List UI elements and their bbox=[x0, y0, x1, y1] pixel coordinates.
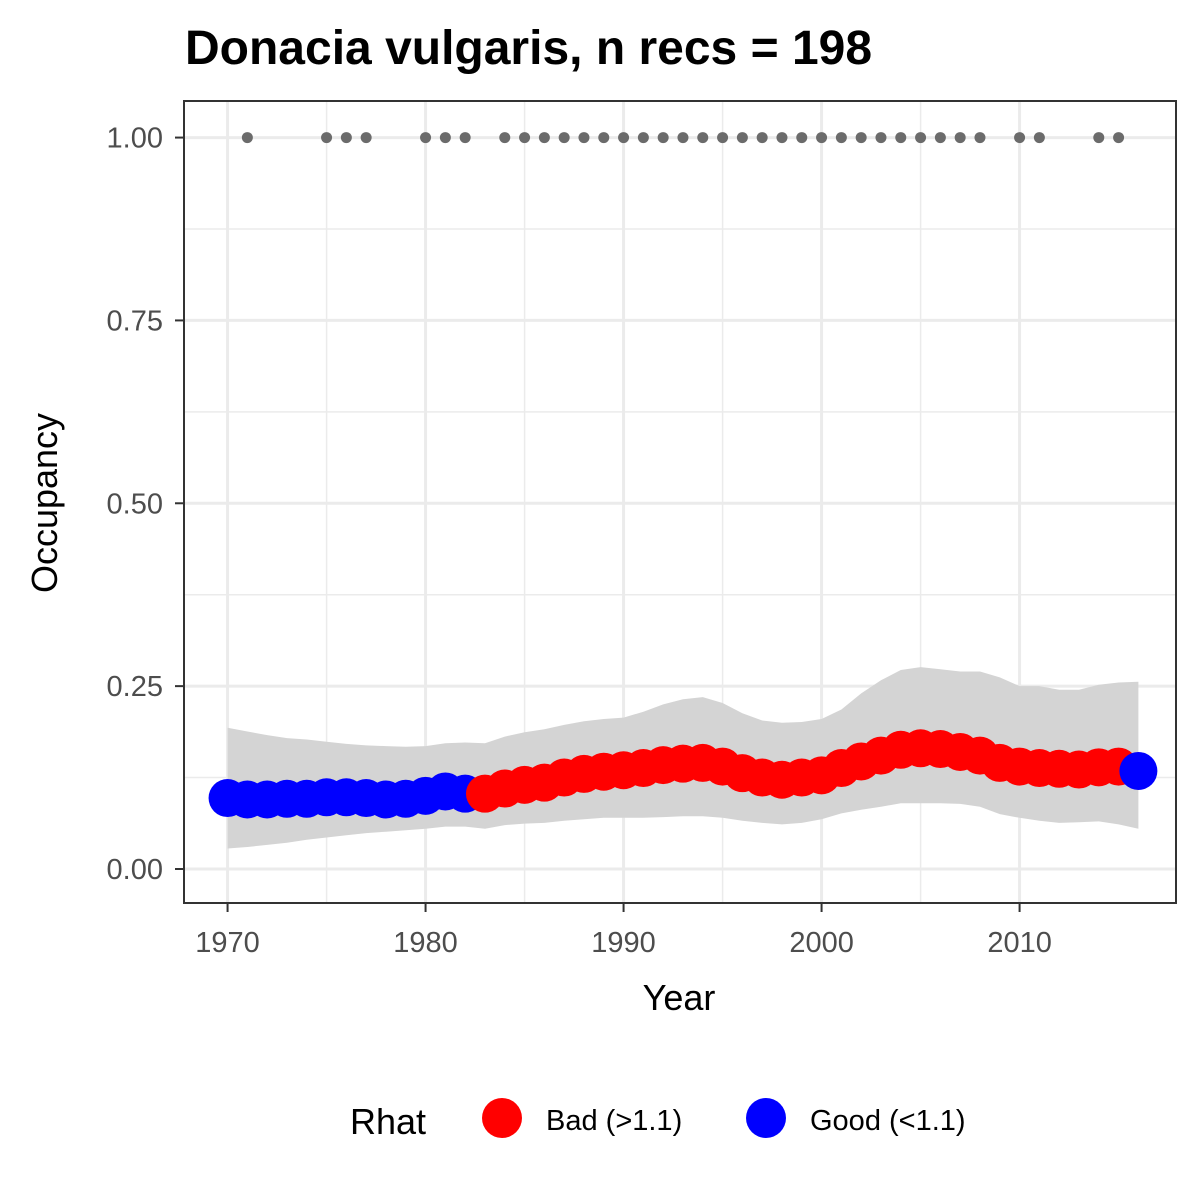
record-point bbox=[816, 132, 828, 144]
y-tick-label: 0.50 bbox=[107, 488, 163, 520]
record-point bbox=[1093, 132, 1105, 144]
legend-label-good: Good (<1.1) bbox=[810, 1105, 966, 1137]
record-point bbox=[360, 132, 372, 144]
x-tick-label: 2010 bbox=[987, 927, 1052, 959]
record-point bbox=[1014, 132, 1026, 144]
chart-title: Donacia vulgaris, n recs = 198 bbox=[185, 22, 872, 75]
occupancy-points bbox=[208, 729, 1158, 819]
record-point bbox=[519, 132, 531, 144]
panel-border bbox=[183, 100, 1177, 904]
record-point bbox=[598, 132, 610, 144]
legend-swatch-good bbox=[746, 1098, 786, 1138]
record-point bbox=[776, 132, 788, 144]
x-tick-label: 1970 bbox=[195, 927, 260, 959]
legend-swatch-bad bbox=[482, 1098, 522, 1138]
x-tick-label: 2000 bbox=[789, 927, 854, 959]
record-point bbox=[538, 132, 550, 144]
legend-title: Rhat bbox=[350, 1101, 426, 1142]
y-tick-label: 0.75 bbox=[107, 305, 163, 337]
record-point bbox=[974, 132, 986, 144]
record-point bbox=[558, 132, 570, 144]
record-point bbox=[420, 132, 432, 144]
record-point bbox=[915, 132, 927, 144]
occupancy-point bbox=[1119, 751, 1158, 790]
record-point bbox=[697, 132, 709, 144]
x-tick-label: 1990 bbox=[591, 927, 656, 959]
legend-label-bad: Bad (>1.1) bbox=[546, 1105, 682, 1137]
record-point bbox=[321, 132, 333, 144]
record-point bbox=[717, 132, 729, 144]
legend: Rhat Bad (>1.1) Good (<1.1) bbox=[350, 1098, 966, 1142]
y-tick-label: 1.00 bbox=[107, 123, 163, 155]
x-tick-label: 1980 bbox=[393, 927, 458, 959]
record-point bbox=[1033, 132, 1045, 144]
record-point bbox=[1113, 132, 1125, 144]
record-point bbox=[677, 132, 689, 144]
record-point bbox=[796, 132, 808, 144]
record-point bbox=[875, 132, 887, 144]
y-axis-title: Occupancy bbox=[24, 413, 65, 593]
record-point bbox=[736, 132, 748, 144]
record-points bbox=[241, 132, 1125, 144]
x-axis: 1970 1980 1990 2000 2010 bbox=[195, 903, 1052, 959]
x-axis-title: Year bbox=[643, 977, 716, 1018]
record-point bbox=[241, 132, 253, 144]
record-point bbox=[439, 132, 451, 144]
record-point bbox=[855, 132, 867, 144]
record-point bbox=[934, 132, 946, 144]
record-point bbox=[637, 132, 649, 144]
record-point bbox=[657, 132, 669, 144]
record-point bbox=[340, 132, 352, 144]
y-axis: 0.00 0.25 0.50 0.75 1.00 bbox=[107, 123, 184, 886]
record-point bbox=[618, 132, 630, 144]
record-point bbox=[835, 132, 847, 144]
record-point bbox=[578, 132, 590, 144]
record-point bbox=[895, 132, 907, 144]
y-tick-label: 0.25 bbox=[107, 671, 163, 703]
y-tick-label: 0.00 bbox=[107, 854, 163, 886]
record-point bbox=[954, 132, 966, 144]
record-point bbox=[459, 132, 471, 144]
record-point bbox=[499, 132, 511, 144]
record-point bbox=[756, 132, 768, 144]
